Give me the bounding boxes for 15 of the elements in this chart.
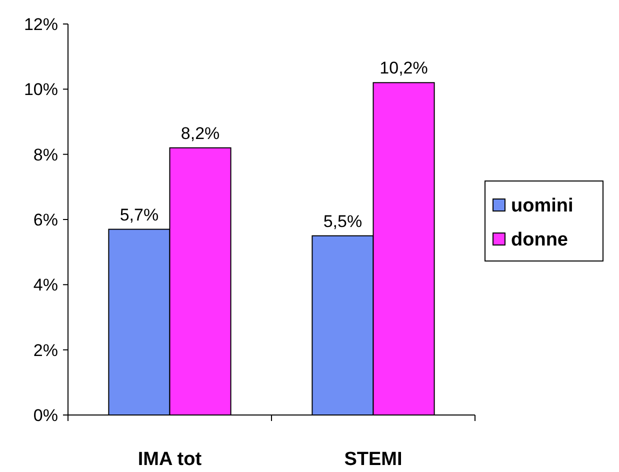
y-tick-label: 10% xyxy=(24,80,58,100)
y-tick-label: 0% xyxy=(33,406,58,425)
data-label: 5,5% xyxy=(323,212,362,231)
x-tick-label: IMA tot xyxy=(138,449,202,470)
y-tick-label: 8% xyxy=(33,145,58,164)
y-tick-label: 2% xyxy=(33,340,58,360)
y-tick-label: 6% xyxy=(33,210,58,230)
y-tick-label: 12% xyxy=(24,14,58,34)
x-tick-label: STEMI xyxy=(344,449,402,470)
data-label: 5,7% xyxy=(120,205,159,224)
legend-label: donne xyxy=(511,230,568,251)
data-label: 10,2% xyxy=(380,58,428,78)
legend-label: uomini xyxy=(511,196,574,217)
data-label: 8,2% xyxy=(180,124,220,143)
y-tick-label: 4% xyxy=(33,276,58,295)
